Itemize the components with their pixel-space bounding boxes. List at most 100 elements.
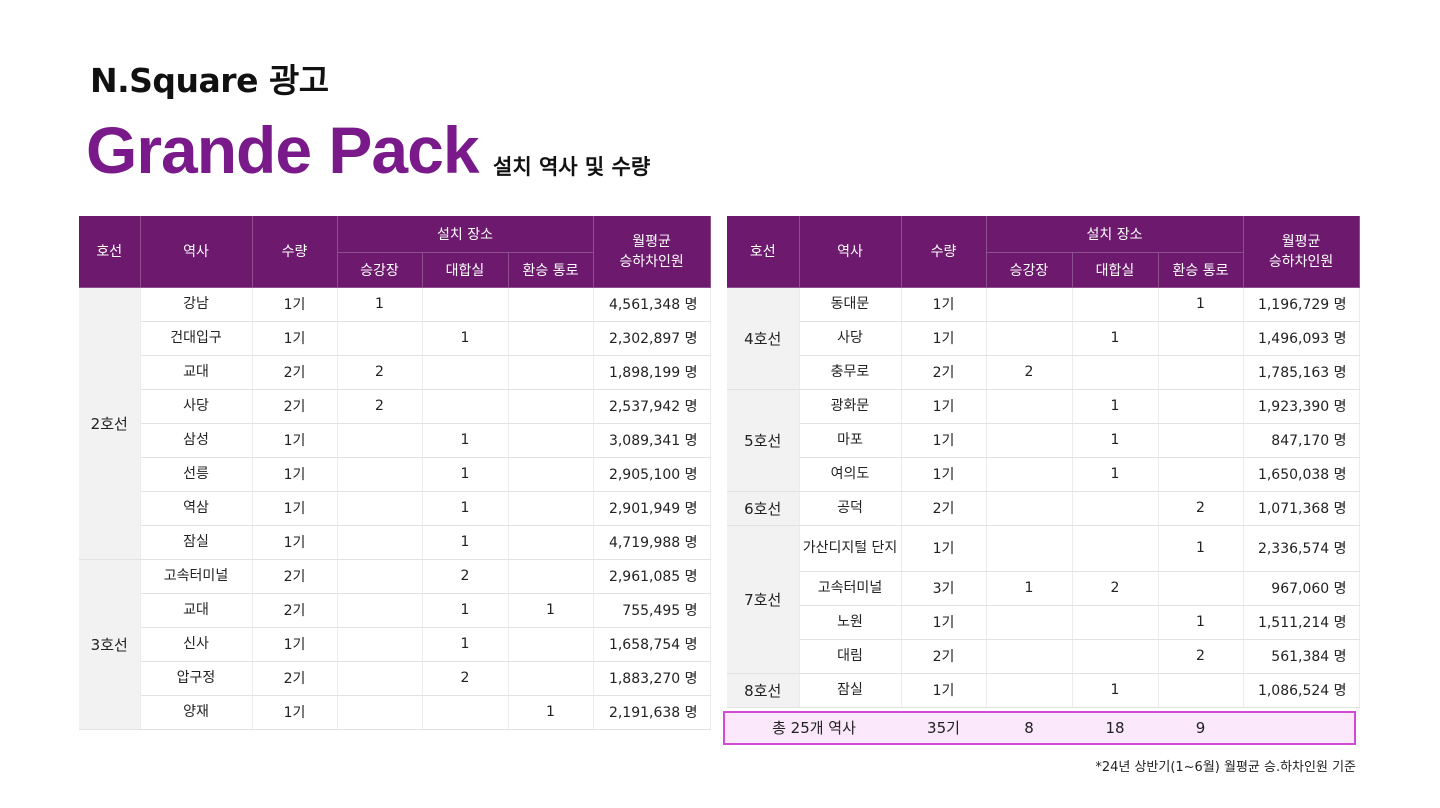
monthly-avg-cell: 1,923,390 명 [1243,389,1360,424]
station-cell: 압구정 [140,661,253,696]
transfer-cell [1158,389,1244,424]
transfer-cell: 1 [508,695,594,730]
station-cell: 공덕 [799,491,902,526]
table-row: 교대 2기 2 1,898,199 명 [79,355,711,390]
qty-cell: 1기 [252,423,338,458]
qty-cell: 1기 [901,423,987,458]
concourse-cell: 1 [422,627,509,662]
concourse-cell: 1 [1072,389,1159,424]
total-concourse: 18 [1105,719,1125,737]
monthly-avg-cell: 1,883,270 명 [593,661,711,696]
page-title: Grande Pack [86,113,480,187]
station-cell: 선릉 [140,457,253,492]
brand-title: N.Square 광고 [90,61,329,100]
total-qty: 35기 [927,719,960,737]
transfer-cell [508,287,594,322]
concourse-cell [1072,287,1159,322]
header-install-place: 설치 장소 [337,216,594,253]
header-avg-line2: 승하차인원 [1268,254,1334,271]
platform-cell [337,627,423,662]
transfer-cell [508,661,594,696]
monthly-avg-cell: 1,086,524 명 [1243,673,1360,708]
station-cell: 사당 [140,389,253,424]
station-cell: 잠실 [799,673,902,708]
header-avg-line1: 월평균 [1281,234,1321,251]
table-row: 고속터미널 3기 1 2 967,060 명 [727,571,1360,606]
station-cell: 양재 [140,695,253,730]
platform-cell [986,525,1073,572]
monthly-avg-cell: 1,071,368 명 [1243,491,1360,526]
qty-cell: 1기 [901,321,987,356]
table-row: 충무로 2기 2 1,785,163 명 [727,355,1360,390]
platform-cell [337,525,423,560]
monthly-avg-cell: 847,170 명 [1243,423,1360,458]
platform-cell [337,593,423,628]
station-cell: 고속터미널 [140,559,253,594]
platform-cell [986,491,1073,526]
table-row: 노원 1기 1 1,511,214 명 [727,605,1360,640]
qty-cell: 2기 [252,661,338,696]
header-line: 호선 [79,216,141,288]
right-table-body: 4호선 동대문 1기 1 1,196,729 명 사당 1기 1 1,496,093 명 충무로 2… [727,287,1360,708]
header-concourse: 대합실 [422,252,509,288]
monthly-avg-cell: 2,901,949 명 [593,491,711,526]
header-line: 호선 [727,216,800,288]
platform-cell [986,673,1073,708]
concourse-cell [422,355,509,390]
platform-cell [986,321,1073,356]
transfer-cell [1158,457,1244,492]
platform-cell [986,423,1073,458]
qty-cell: 2기 [901,491,987,526]
concourse-cell: 1 [1072,457,1159,492]
transfer-cell [508,559,594,594]
concourse-cell: 1 [1072,423,1159,458]
qty-cell: 1기 [901,673,987,708]
concourse-cell: 1 [422,321,509,356]
total-platform: 8 [1024,719,1034,737]
line-cell: 5호선 [727,389,800,492]
platform-cell [337,491,423,526]
total-transfer: 9 [1195,719,1206,737]
station-cell: 마포 [799,423,902,458]
concourse-cell [422,695,509,730]
qty-cell: 1기 [252,491,338,526]
line-cell: 8호선 [727,673,800,708]
monthly-avg-cell: 3,089,341 명 [593,423,711,458]
line-cell: 3호선 [79,559,141,730]
header-station: 역사 [799,216,902,288]
platform-cell [986,605,1073,640]
platform-cell: 1 [337,287,423,322]
monthly-avg-cell: 2,336,574 명 [1243,525,1360,572]
transfer-cell [1158,673,1244,708]
station-cell: 건대입구 [140,321,253,356]
qty-cell: 3기 [901,571,987,606]
monthly-avg-cell: 967,060 명 [1243,571,1360,606]
platform-cell: 1 [986,571,1073,606]
transfer-cell [1158,423,1244,458]
table-row: 여의도 1기 1 1,650,038 명 [727,457,1360,492]
platform-cell [337,321,423,356]
monthly-avg-cell: 1,785,163 명 [1243,355,1360,390]
transfer-cell: 2 [1158,491,1244,526]
transfer-cell: 1 [1158,525,1244,572]
header-monthly-avg: 월평균 승하차인원 [1243,216,1360,288]
table-row: 사당 1기 1 1,496,093 명 [727,321,1360,356]
monthly-avg-cell: 1,650,038 명 [1243,457,1360,492]
header-station: 역사 [140,216,253,288]
qty-cell: 2기 [901,639,987,674]
header-transfer: 환승 통로 [508,252,594,288]
monthly-avg-cell: 561,384 명 [1243,639,1360,674]
transfer-cell: 1 [1158,287,1244,322]
table-row: 건대입구 1기 1 2,302,897 명 [79,321,711,356]
header-concourse: 대합실 [1072,252,1159,288]
line-cell: 4호선 [727,287,800,390]
total-row: 총 25개 역사 35기 8 18 9 [723,711,1356,745]
table-row: 압구정 2기 2 1,883,270 명 [79,661,711,696]
monthly-avg-cell: 1,196,729 명 [1243,287,1360,322]
table-row: 4호선 동대문 1기 1 1,196,729 명 [727,287,1360,390]
header-avg-line2: 승하차인원 [619,254,684,271]
table-row: 역삼 1기 1 2,901,949 명 [79,491,711,526]
station-cell: 여의도 [799,457,902,492]
line-cell: 6호선 [727,491,800,526]
monthly-avg-cell: 2,191,638 명 [593,695,711,730]
